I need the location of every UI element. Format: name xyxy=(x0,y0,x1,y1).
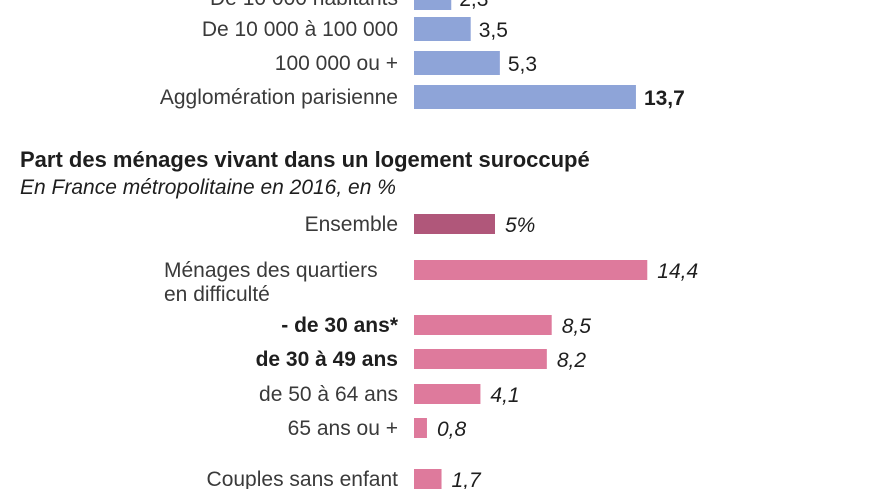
category-label: - de 30 ans* xyxy=(281,314,399,337)
chart-title: Part des ménages vivant dans un logement… xyxy=(20,147,590,172)
bar xyxy=(414,214,495,234)
value-label: 13,7 xyxy=(644,87,685,110)
bar xyxy=(414,0,452,10)
bar xyxy=(414,260,648,280)
chart-subtitle: En France métropolitaine en 2016, en % xyxy=(20,176,396,199)
category-label: Agglomération parisienne xyxy=(160,86,398,109)
bar xyxy=(414,349,547,369)
value-label: 8,2 xyxy=(557,349,587,372)
category-label: 65 ans ou + xyxy=(288,417,398,440)
category-label: 100 000 ou + xyxy=(275,52,398,75)
value-label: 14,4 xyxy=(657,260,698,283)
value-label: 0,8 xyxy=(437,418,467,441)
category-label: de 30 à 49 ans xyxy=(256,348,398,371)
value-label: 3,5 xyxy=(479,19,508,42)
category-label: de 50 à 64 ans xyxy=(259,383,398,406)
value-label: 4,1 xyxy=(490,384,519,407)
value-label: 8,5 xyxy=(562,315,592,338)
bar xyxy=(414,51,500,75)
bar xyxy=(414,17,471,41)
value-label: 5,3 xyxy=(508,53,537,76)
value-label: 5% xyxy=(505,214,535,237)
category-label: De 10 000 habitants xyxy=(210,0,398,10)
chart-top-bars: De 10 000 habitants 2,3 De 10 000 à 100 00… xyxy=(160,0,685,110)
bar xyxy=(414,469,442,489)
bar xyxy=(414,85,636,109)
bar xyxy=(414,384,481,404)
category-label: Ménages des quartiers en difficulté xyxy=(164,259,378,306)
value-label: 1,7 xyxy=(452,469,483,489)
bar xyxy=(414,315,552,335)
category-label: De 10 000 à 100 000 xyxy=(202,18,398,41)
value-label: 2,3 xyxy=(459,0,488,11)
bar xyxy=(414,418,427,438)
category-label: Ensemble xyxy=(305,213,398,236)
category-label: Couples sans enfant xyxy=(207,468,399,489)
chart-overcrowding-bars: Ensemble 5% Ménages des quartiers en diffic… xyxy=(164,213,698,489)
